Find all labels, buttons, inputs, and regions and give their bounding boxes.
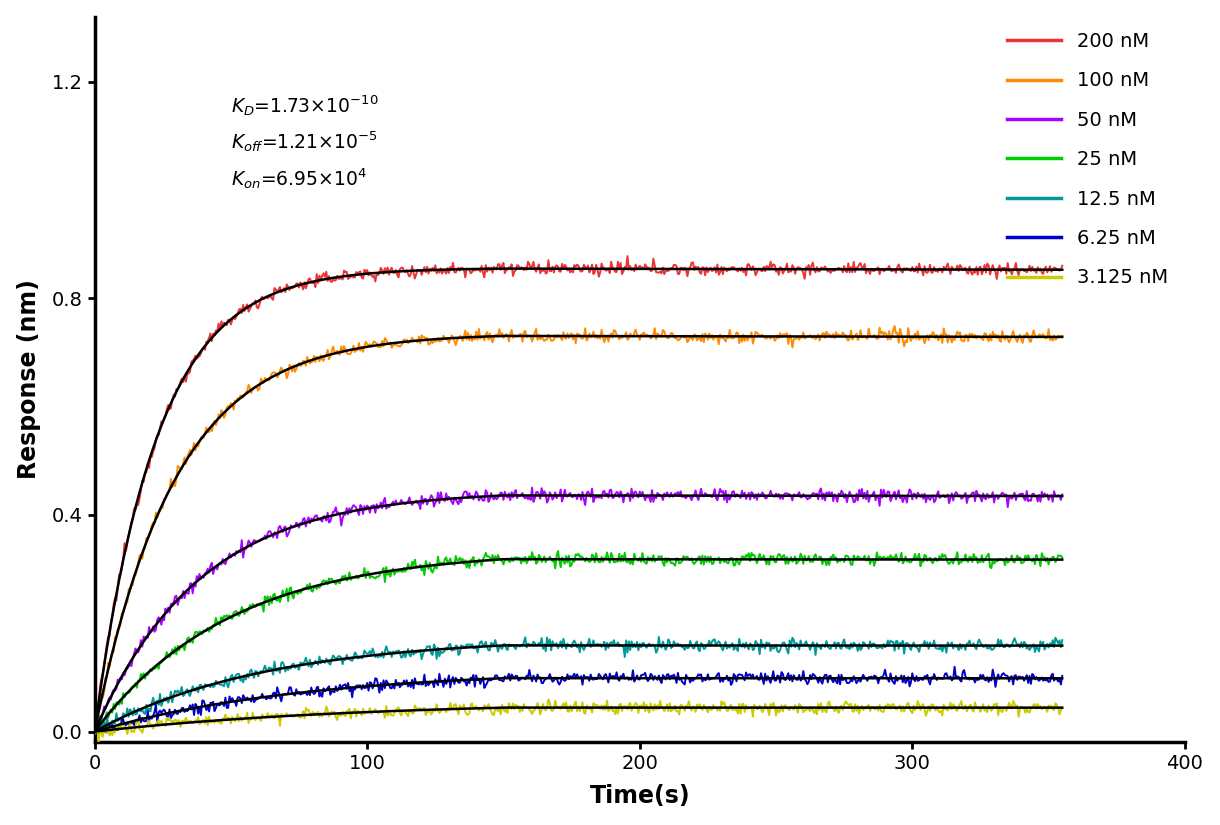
Text: $K_D$=1.73×10$^{-10}$
$K_{off}$=1.21×10$^{-5}$
$K_{on}$=6.95×10$^{4}$: $K_D$=1.73×10$^{-10}$ $K_{off}$=1.21×10$… (231, 93, 378, 191)
X-axis label: Time(s): Time(s) (589, 785, 691, 808)
Y-axis label: Response (nm): Response (nm) (17, 280, 40, 479)
Legend: 200 nM, 100 nM, 50 nM, 25 nM, 12.5 nM, 6.25 nM, 3.125 nM: 200 nM, 100 nM, 50 nM, 25 nM, 12.5 nM, 6… (999, 24, 1176, 295)
